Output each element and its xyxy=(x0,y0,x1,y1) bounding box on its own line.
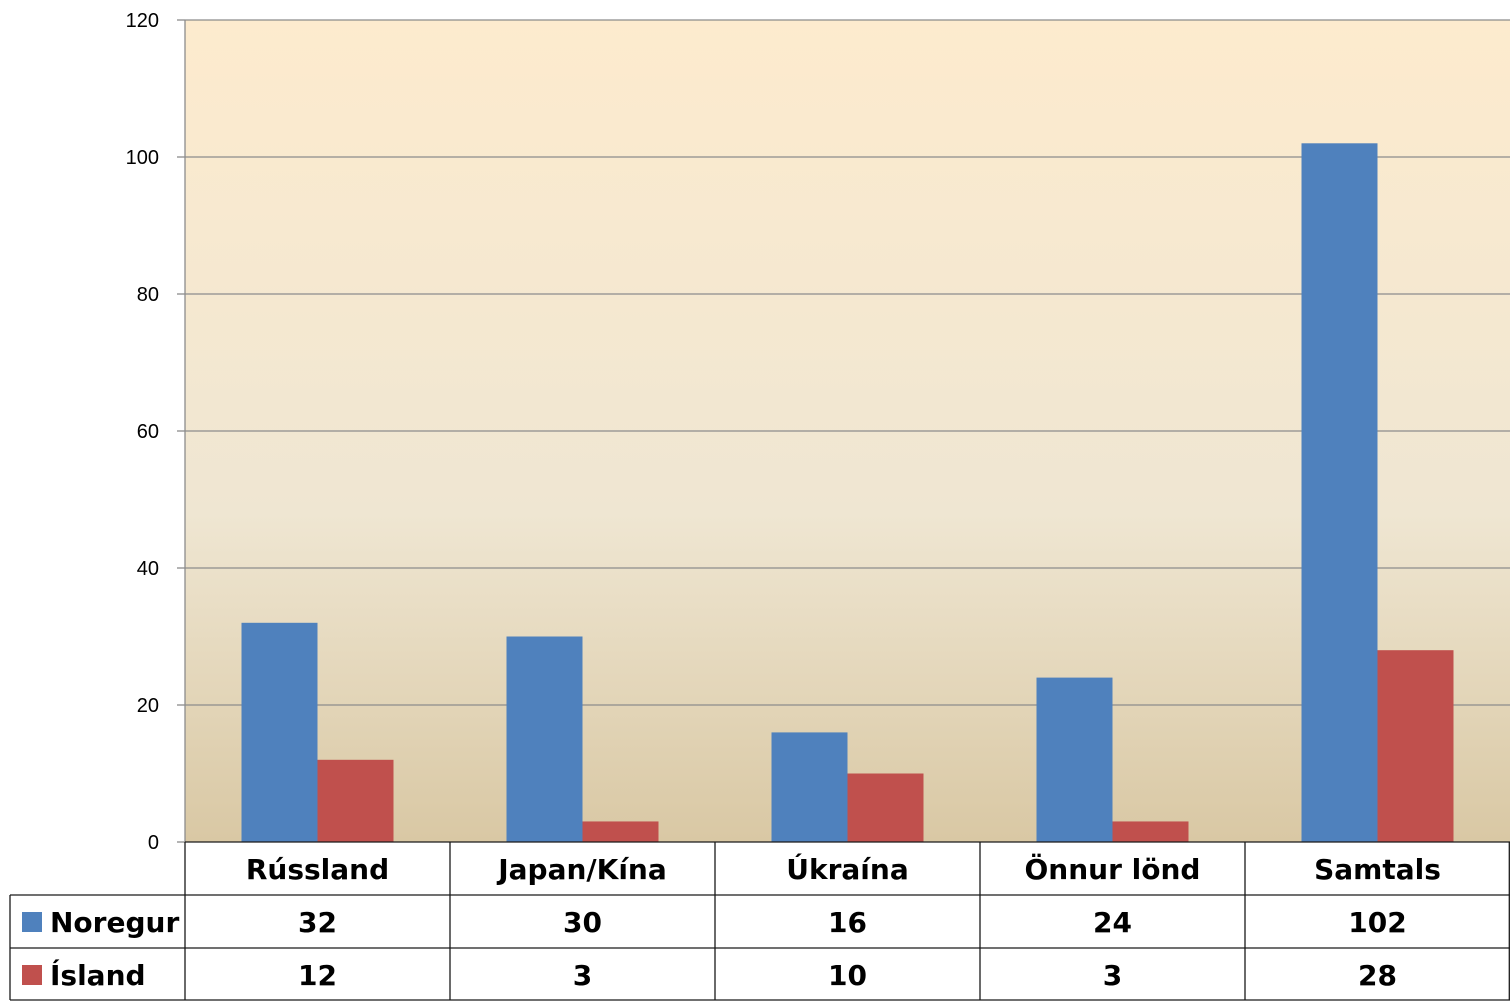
category-label: Japan/Kína xyxy=(496,853,667,886)
legend-swatch-Ísland xyxy=(22,965,42,985)
y-tick-label: 80 xyxy=(137,284,159,306)
bar-Noregur-Rússland xyxy=(241,622,318,842)
data-table-value: 24 xyxy=(1093,906,1132,939)
y-tick-label: 40 xyxy=(137,558,159,580)
category-label: Úkraína xyxy=(786,852,909,886)
bar-Noregur-Samtals xyxy=(1301,143,1378,843)
y-tick-label: 20 xyxy=(137,695,159,717)
legend-label: Ísland xyxy=(50,958,146,992)
bar-Noregur-Japan/Kína xyxy=(506,636,583,842)
y-tick-label: 100 xyxy=(126,147,159,169)
data-table-value: 10 xyxy=(828,959,867,992)
data-table-value: 12 xyxy=(298,959,337,992)
bar-Ísland-Úkraína xyxy=(847,773,924,842)
category-label: Rússland xyxy=(246,853,389,886)
legend-swatch-Noregur xyxy=(22,912,42,932)
y-tick-label: 120 xyxy=(126,10,159,32)
bar-Noregur-Önnur lönd xyxy=(1036,677,1113,842)
legend-label: Noregur xyxy=(50,906,179,939)
bar-Ísland-Önnur lönd xyxy=(1112,821,1189,842)
data-table-value: 28 xyxy=(1358,959,1397,992)
bar-Ísland-Rússland xyxy=(317,759,394,842)
data-table-value: 3 xyxy=(573,959,592,992)
data-table-value: 3 xyxy=(1103,959,1122,992)
y-tick-label: 0 xyxy=(148,832,159,854)
data-table-value: 16 xyxy=(828,906,867,939)
category-label: Önnur lönd xyxy=(1025,852,1201,886)
data-table-value: 102 xyxy=(1348,906,1406,939)
data-table-value: 32 xyxy=(298,906,337,939)
category-label: Samtals xyxy=(1314,853,1441,886)
bar-Ísland-Samtals xyxy=(1377,650,1454,842)
y-tick-label: 60 xyxy=(137,421,159,443)
bar-Ísland-Japan/Kína xyxy=(582,821,659,842)
data-table-value: 30 xyxy=(563,906,602,939)
bar-Noregur-Úkraína xyxy=(771,732,848,842)
